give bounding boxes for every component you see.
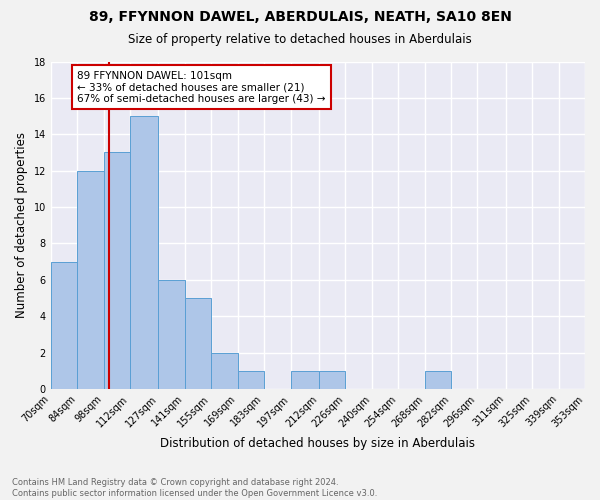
Y-axis label: Number of detached properties: Number of detached properties xyxy=(15,132,28,318)
Bar xyxy=(211,352,238,389)
Text: Size of property relative to detached houses in Aberdulais: Size of property relative to detached ho… xyxy=(128,32,472,46)
Bar xyxy=(130,116,158,389)
Bar xyxy=(238,370,264,389)
Bar xyxy=(77,170,104,389)
Bar xyxy=(104,152,130,389)
Text: Contains HM Land Registry data © Crown copyright and database right 2024.
Contai: Contains HM Land Registry data © Crown c… xyxy=(12,478,377,498)
Bar xyxy=(158,280,185,389)
Text: 89 FFYNNON DAWEL: 101sqm
← 33% of detached houses are smaller (21)
67% of semi-d: 89 FFYNNON DAWEL: 101sqm ← 33% of detach… xyxy=(77,70,326,104)
X-axis label: Distribution of detached houses by size in Aberdulais: Distribution of detached houses by size … xyxy=(160,437,475,450)
Bar xyxy=(51,262,77,389)
Bar xyxy=(185,298,211,389)
Text: 89, FFYNNON DAWEL, ABERDULAIS, NEATH, SA10 8EN: 89, FFYNNON DAWEL, ABERDULAIS, NEATH, SA… xyxy=(89,10,511,24)
Bar xyxy=(319,370,345,389)
Bar xyxy=(425,370,451,389)
Bar xyxy=(290,370,319,389)
